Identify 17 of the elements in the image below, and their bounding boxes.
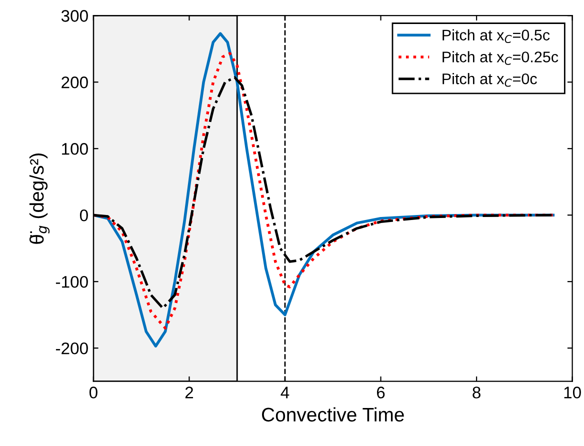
y-tick-label: 300 [61, 10, 88, 22]
y-tick-label: 200 [62, 76, 88, 88]
x-tick-label: 4 [280, 386, 290, 398]
x-tick-label: 2 [185, 386, 194, 398]
x-tick-label: 6 [376, 386, 385, 398]
y-tick-label: 0 [80, 209, 88, 222]
legend-label: Pitch at x$_{C}$=0.25c [442, 51, 558, 65]
x-tick-label: 0 [89, 386, 98, 398]
y-tick-label: -100 [56, 276, 88, 288]
x-tick-label: 8 [472, 386, 480, 398]
x-tick-label: 10 [564, 386, 581, 398]
legend-label: Pitch at x$_{C}$=0c [442, 73, 537, 87]
legend-label: Pitch at x$_{C}$=0.5c [442, 29, 550, 44]
y-tick-label: -200 [56, 342, 88, 354]
y-axis-title: θ̈$_{g}$ (deg/s²) [29, 153, 50, 244]
y-tick-label: 100 [62, 143, 88, 155]
x-axis-title: Convective Time [262, 407, 404, 422]
